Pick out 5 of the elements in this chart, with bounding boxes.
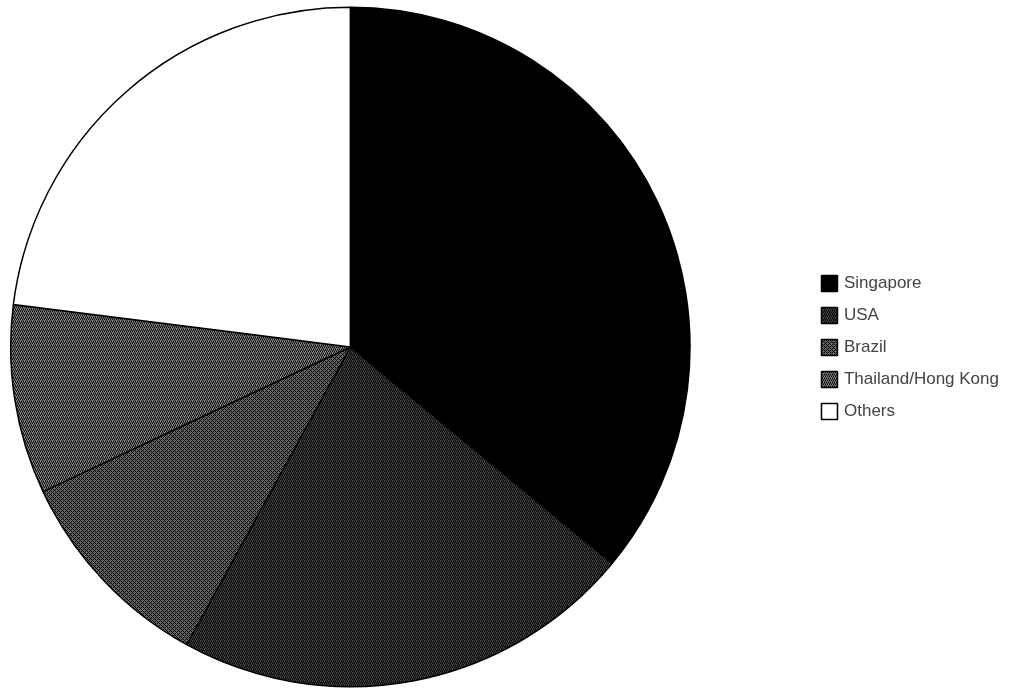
legend-label: Brazil [843,336,887,357]
legend-label: USA [843,304,879,325]
legend-label: Singapore [843,272,922,293]
legend-label: Thailand/Hong Kong [843,368,999,389]
legend-label: Others [843,400,896,421]
